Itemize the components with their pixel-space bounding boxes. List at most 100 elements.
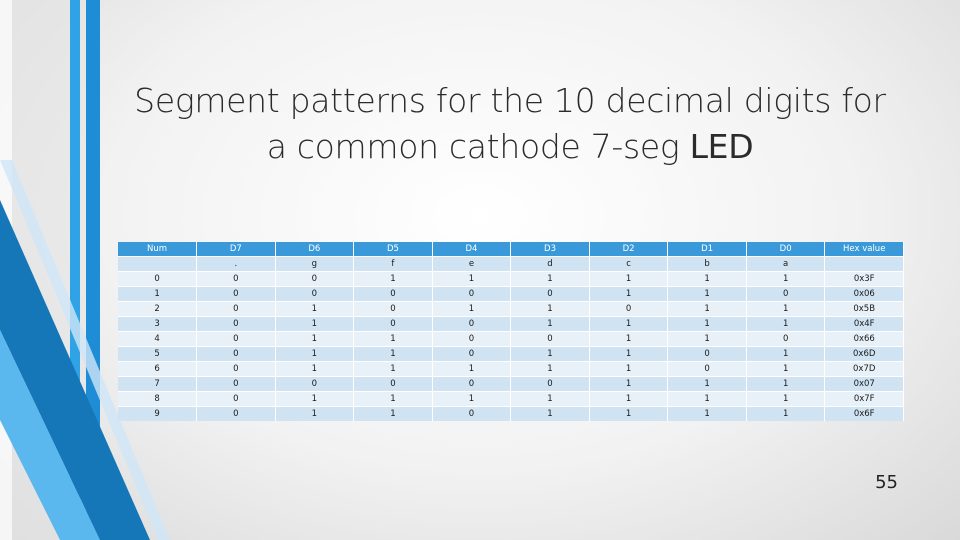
table-cell: 1	[589, 391, 669, 407]
table-row: 5 0 1 1 0 1 1 0 1 0x6D	[118, 346, 904, 362]
table-cell: 1	[746, 271, 826, 287]
table-cell: 0	[432, 376, 512, 392]
table-cell: 0	[432, 406, 512, 421]
table-cell: 6	[118, 361, 198, 377]
table-cell: 0x06	[824, 286, 904, 302]
table-cell: 1	[275, 316, 355, 332]
table-cell: 8	[118, 391, 198, 407]
table-cell: 2	[118, 301, 198, 317]
table-cell: 1	[353, 331, 433, 347]
table-cell: 1	[667, 331, 747, 347]
table-cell: 0	[510, 376, 590, 392]
table-cell: 1	[510, 391, 590, 407]
table-cell: 1	[510, 346, 590, 362]
table-cell: 1	[510, 316, 590, 332]
table-cell: 0	[196, 286, 276, 302]
table-cell: 1	[275, 301, 355, 317]
table-cell: 1	[667, 301, 747, 317]
table-body: . g f e d c b a 0 0 0 1 1 1 1 1 1 0x3F 1 0 0 0 0 0 1 1 0 0x06 2 0 1 0 1 1…	[118, 256, 904, 421]
table-cell: 0	[432, 286, 512, 302]
table-cell: 0x6F	[824, 406, 904, 421]
table-cell: 0	[746, 286, 826, 302]
table-cell: 1	[667, 376, 747, 392]
table-row: 9 0 1 1 0 1 1 1 1 0x6F	[118, 406, 904, 421]
table-cell: 0x07	[824, 376, 904, 392]
table-cell: 1	[589, 361, 669, 377]
table-cell: f	[353, 256, 433, 272]
table-cell: 0	[196, 391, 276, 407]
table-cell: 1	[667, 271, 747, 287]
table-cell: 0	[667, 346, 747, 362]
header-d3: D3	[510, 242, 590, 257]
table-cell: 1	[667, 316, 747, 332]
table-cell	[824, 256, 904, 272]
table-cell: 1	[275, 391, 355, 407]
header-hex: Hex value	[824, 242, 904, 257]
table-cell: 1	[275, 331, 355, 347]
table-cell: 1	[510, 406, 590, 421]
header-d6: D6	[275, 242, 355, 257]
table-row: 7 0 0 0 0 0 1 1 1 0x07	[118, 376, 904, 392]
table-cell: 1	[746, 376, 826, 392]
header-d7: D7	[196, 242, 276, 257]
table-cell: 0	[275, 271, 355, 287]
page-number: 55	[875, 472, 898, 493]
title-line-2: a common cathode 7-seg LED	[110, 124, 910, 170]
table-cell: d	[510, 256, 590, 272]
table-cell: 3	[118, 316, 198, 332]
table-cell: 1	[353, 346, 433, 362]
table-row: 3 0 1 0 0 1 1 1 1 0x4F	[118, 316, 904, 332]
table-cell: e	[432, 256, 512, 272]
table-cell: 1	[746, 346, 826, 362]
table-cell: 0	[667, 361, 747, 377]
table-cell: c	[589, 256, 669, 272]
table-cell: 0	[353, 376, 433, 392]
table-cell: 0	[589, 301, 669, 317]
table-cell: 1	[589, 406, 669, 421]
header-d4: D4	[432, 242, 512, 257]
table-cell: 1	[432, 391, 512, 407]
table-cell: 0x7D	[824, 361, 904, 377]
table-row: 4 0 1 1 0 0 1 1 0 0x66	[118, 331, 904, 347]
table-cell: 1	[667, 286, 747, 302]
diagonal-stripe-light	[0, 330, 100, 540]
table-cell: 1	[275, 346, 355, 362]
table-cell: 0	[353, 301, 433, 317]
table-cell: 0	[746, 331, 826, 347]
table-cell: 0x7F	[824, 391, 904, 407]
table-cell: 0x66	[824, 331, 904, 347]
table-cell: 1	[589, 331, 669, 347]
table-cell: 0	[432, 331, 512, 347]
table-cell: 0x5B	[824, 301, 904, 317]
table-cell: 0	[118, 271, 198, 287]
slide-title: Segment patterns for the 10 decimal digi…	[110, 78, 910, 170]
table-cell: .	[196, 256, 276, 272]
table-cell: 0	[275, 286, 355, 302]
table-cell: 1	[589, 346, 669, 362]
table-row: 8 0 1 1 1 1 1 1 1 0x7F	[118, 391, 904, 407]
table-row: 0 0 0 1 1 1 1 1 1 0x3F	[118, 271, 904, 287]
diagonal-stripe-dark	[0, 200, 150, 540]
header-d2: D2	[589, 242, 669, 257]
table-cell: 0	[196, 361, 276, 377]
table-cell: b	[667, 256, 747, 272]
table-cell: 1	[275, 406, 355, 421]
table-cell: g	[275, 256, 355, 272]
table-cell: 1	[353, 361, 433, 377]
table-cell: 0	[196, 316, 276, 332]
table-cell: 1	[667, 406, 747, 421]
table-cell: 1	[510, 361, 590, 377]
table-cell: 1	[746, 361, 826, 377]
table-cell: 1	[432, 361, 512, 377]
header-d1: D1	[667, 242, 747, 257]
segment-pattern-table: Num D7 D6 D5 D4 D3 D2 D1 D0 Hex value .g…	[118, 242, 904, 421]
table-cell: 1	[118, 286, 198, 302]
table-cell: a	[746, 256, 826, 272]
table-cell: 0x4F	[824, 316, 904, 332]
table-cell: 1	[589, 316, 669, 332]
table-cell: 4	[118, 331, 198, 347]
table-cell: 1	[667, 391, 747, 407]
table-cell: 1	[510, 301, 590, 317]
table-cell: 1	[432, 271, 512, 287]
